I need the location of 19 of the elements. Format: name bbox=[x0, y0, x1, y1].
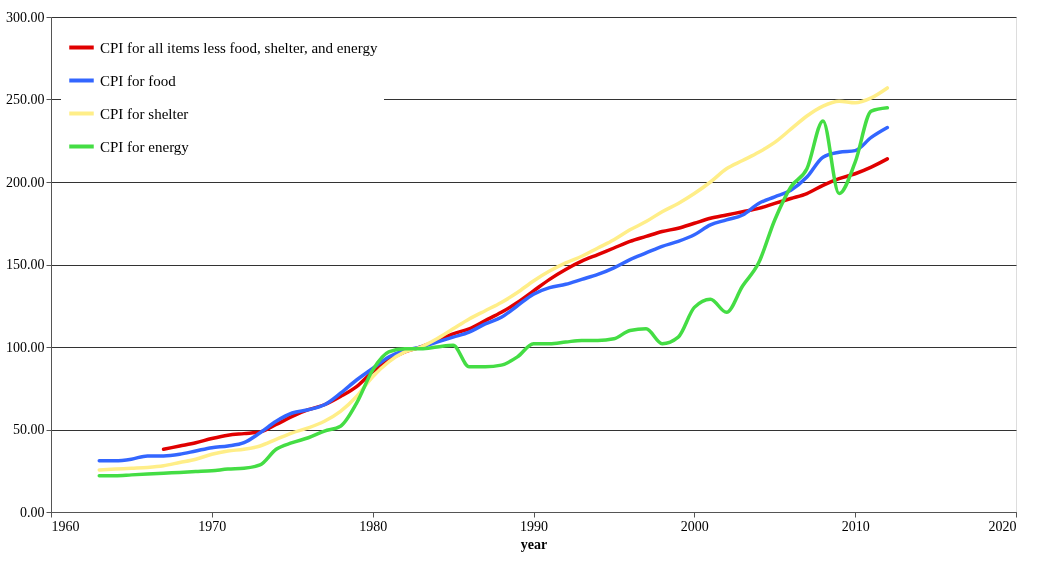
x-axis-title: year bbox=[520, 536, 548, 552]
x-tick-label: 1990 bbox=[520, 518, 548, 534]
y-tick-label: 0.00 bbox=[20, 504, 45, 520]
legend-label: CPI for all items less food, shelter, and energy bbox=[100, 39, 378, 56]
y-tick-label: 150.00 bbox=[6, 257, 45, 272]
x-tick-label: 1960 bbox=[51, 518, 80, 534]
y-tick-label: 300.00 bbox=[6, 9, 45, 25]
y-tick-label: 50.00 bbox=[13, 422, 45, 437]
legend-label: CPI for shelter bbox=[100, 105, 189, 122]
x-tick-label: 2020 bbox=[988, 518, 1017, 534]
x-tick-label: 2000 bbox=[680, 518, 709, 534]
y-tick-label: 100.00 bbox=[6, 339, 45, 355]
legend-label: CPI for energy bbox=[100, 138, 190, 155]
x-tick-label: 2010 bbox=[841, 518, 870, 534]
legend-label: CPI for food bbox=[100, 72, 177, 89]
y-tick-label: 200.00 bbox=[6, 174, 45, 190]
x-tick-label: 1980 bbox=[359, 518, 388, 534]
y-tick-label: 250.00 bbox=[6, 92, 45, 107]
x-tick-label: 1970 bbox=[198, 518, 227, 534]
